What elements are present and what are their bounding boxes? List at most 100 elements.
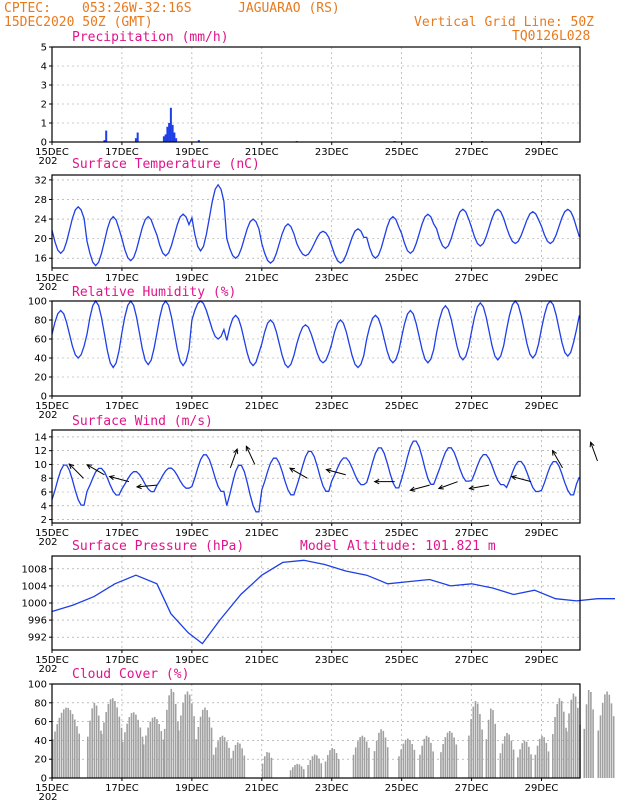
cloud-bar [534, 754, 537, 778]
cloud-bar [329, 750, 331, 778]
x-tick-label: 25DEC [385, 655, 419, 666]
cloud-bar [270, 757, 273, 778]
wind-arrow-head [135, 483, 142, 490]
panel-frame [51, 429, 581, 524]
cloud-bar [373, 751, 376, 778]
cloud-bar [170, 688, 173, 778]
cloud-bar [365, 741, 368, 778]
cloud-bar [208, 717, 211, 778]
cloud-bar [404, 739, 407, 778]
x-tick-label: 19DEC [175, 401, 209, 412]
wind-arrow-head [86, 464, 93, 470]
panel-cloud: Cloud Cover (%) 0 20 40 60 80 100 15DEC 17DEC 19D… [28, 667, 615, 800]
y-tick-label: 80 [34, 698, 47, 709]
temp-line [51, 183, 581, 267]
wind-arrow [229, 448, 238, 469]
cloud-bar [547, 751, 550, 778]
cloud-bar [313, 754, 316, 778]
x-tick-label: 23DEC [315, 401, 349, 412]
x-tick-label: 27DEC [455, 273, 489, 284]
header: CPTEC: 053:26W-32:16S JAGUARAO (RS) 15DE… [4, 1, 594, 44]
cloud-bar [375, 740, 378, 778]
cloud-bar [442, 744, 444, 778]
cloud-bar [153, 716, 156, 778]
wind-arrow [326, 469, 346, 476]
x-tick-label: 15DEC [35, 273, 69, 284]
x-tick-label: 21DEC [245, 401, 279, 412]
cloud-bar [612, 716, 615, 778]
cloud-bar [186, 691, 189, 778]
cloud-bar [608, 694, 611, 778]
precip-bar [168, 123, 171, 142]
cloud-bar [512, 749, 515, 778]
cloud-bar [302, 769, 305, 778]
cloud-bar [503, 736, 506, 778]
cloud-bar [448, 731, 451, 778]
cloud-bar [583, 728, 586, 778]
cloud-bar [400, 749, 402, 778]
x-tick-label: 15DEC [35, 783, 69, 794]
cloud-bar [492, 710, 494, 778]
precip-bar [134, 138, 137, 142]
precip-bar [175, 138, 178, 142]
cloud-bar [324, 761, 327, 778]
cloud-bar [444, 737, 447, 778]
cloud-bar [226, 741, 228, 778]
cloud-bar [296, 763, 298, 778]
cloud-bar [479, 714, 481, 778]
cloud-bar [485, 739, 488, 778]
cloud-bar [423, 738, 426, 778]
x-tick-label: 21DEC [245, 528, 279, 539]
cloud-bar [145, 735, 147, 778]
cloud-bar [191, 703, 193, 778]
cloud-bar [109, 699, 112, 778]
cloud-bar [386, 747, 389, 778]
cloud-bar [506, 732, 508, 778]
x-tick-label: 25DEC [385, 783, 419, 794]
cloud-bar [86, 736, 89, 778]
y-tick-label: 20 [34, 234, 47, 245]
cloud-bar [184, 694, 187, 778]
wind-arrow-head [510, 475, 517, 481]
cloud-bar [560, 701, 563, 778]
cloud-bar [572, 693, 575, 778]
cloud-bar [174, 703, 177, 778]
x-tick-label: 19DEC [175, 783, 209, 794]
y-tick-label: 2 [41, 100, 47, 111]
cloud-bar [352, 754, 355, 778]
x-tick-label: 19DEC [175, 528, 209, 539]
cloud-bar [139, 727, 142, 778]
cloud-bar [489, 708, 492, 778]
cloud-bar [291, 767, 294, 778]
cloud-bar [151, 717, 154, 778]
cloud-bar [193, 716, 195, 778]
cloud-bar [316, 755, 318, 778]
cloud-bar [182, 702, 184, 778]
cloud-bar [126, 723, 128, 778]
cloud-bar [566, 731, 568, 778]
cloud-bar [354, 747, 357, 778]
cloud-bar [241, 748, 243, 778]
x-tick-label: 21DEC [245, 655, 279, 666]
y-tick-label: 1004 [22, 581, 47, 592]
panel-title-temp: Surface Temperature (nC) [72, 157, 260, 172]
cloud-bar [604, 694, 606, 778]
cloud-bar [368, 747, 370, 778]
cloud-bar [309, 760, 312, 778]
panel-frame [51, 683, 581, 779]
cloud-bar [156, 719, 158, 778]
cloud-bar [470, 719, 472, 778]
cloud-bar [67, 707, 69, 778]
x-tick-label: 27DEC [455, 147, 489, 158]
header-coords: 053:26W-32:16S [82, 1, 192, 16]
x-tick-label: 25DEC [385, 528, 419, 539]
x-year-label: 202 [38, 282, 57, 293]
cloud-bar [472, 706, 475, 778]
header-run: 15DEC2020 50Z (GMT) [4, 15, 153, 30]
cloud-bar [523, 740, 526, 778]
wind-arrow-head [68, 463, 75, 469]
cloud-bar [264, 756, 266, 778]
y-tick-label: 28 [34, 195, 47, 206]
x-tick-label: 15DEC [35, 655, 69, 666]
